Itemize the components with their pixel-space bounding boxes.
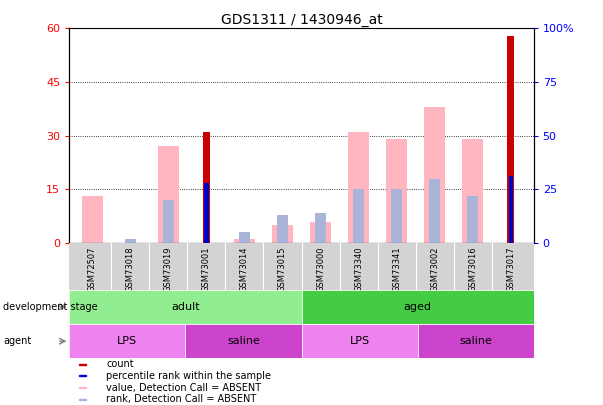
Text: value, Detection Call = ABSENT: value, Detection Call = ABSENT	[107, 383, 262, 392]
Bar	[82, 196, 103, 243]
Bar	[348, 132, 369, 243]
Text: GSM73000: GSM73000	[316, 247, 325, 292]
Bar	[315, 213, 326, 243]
Bar	[69, 324, 186, 358]
Bar	[508, 177, 513, 243]
Text: GSM73018: GSM73018	[126, 247, 134, 292]
Text: GSM73341: GSM73341	[392, 247, 401, 292]
Text: GSM73001: GSM73001	[202, 247, 211, 292]
Text: GSM73015: GSM73015	[278, 247, 287, 292]
Bar	[463, 139, 483, 243]
Bar	[310, 222, 331, 243]
Bar	[78, 375, 86, 377]
Text: saline: saline	[227, 336, 260, 346]
Bar	[391, 190, 402, 243]
Text: count: count	[107, 359, 134, 369]
Bar	[272, 225, 293, 243]
Bar	[125, 239, 136, 243]
Text: percentile rank within the sample: percentile rank within the sample	[107, 371, 271, 381]
Bar	[417, 324, 534, 358]
Text: rank, Detection Call = ABSENT: rank, Detection Call = ABSENT	[107, 394, 257, 404]
Bar	[425, 107, 445, 243]
Bar	[78, 387, 86, 388]
Bar	[163, 200, 174, 243]
Bar	[277, 215, 288, 243]
Bar	[203, 132, 210, 243]
Bar	[302, 324, 417, 358]
Title: GDS1311 / 1430946_at: GDS1311 / 1430946_at	[221, 13, 382, 27]
Text: GSM73340: GSM73340	[354, 247, 363, 292]
Bar	[158, 147, 178, 243]
Bar	[386, 139, 407, 243]
Bar	[239, 232, 250, 243]
Text: GSM73019: GSM73019	[164, 247, 173, 292]
Bar	[302, 290, 534, 324]
Bar	[78, 364, 86, 365]
Text: LPS: LPS	[350, 336, 370, 346]
Text: development stage: development stage	[3, 302, 98, 312]
Bar	[69, 290, 302, 324]
Text: LPS: LPS	[118, 336, 137, 346]
Bar	[353, 190, 364, 243]
Bar	[234, 239, 255, 243]
Text: GSM73014: GSM73014	[240, 247, 249, 292]
Bar	[507, 36, 514, 243]
Text: adult: adult	[171, 302, 200, 312]
Bar	[186, 324, 302, 358]
Bar	[429, 179, 440, 243]
Text: GSM73002: GSM73002	[430, 247, 439, 292]
Text: aged: aged	[403, 302, 432, 312]
Text: GSM73017: GSM73017	[507, 247, 516, 292]
Text: saline: saline	[459, 336, 492, 346]
Text: GSM73016: GSM73016	[469, 247, 477, 292]
Bar	[204, 183, 209, 243]
Bar	[78, 399, 86, 400]
Text: GSM72507: GSM72507	[87, 247, 96, 292]
Text: agent: agent	[3, 336, 31, 346]
Bar	[467, 196, 478, 243]
